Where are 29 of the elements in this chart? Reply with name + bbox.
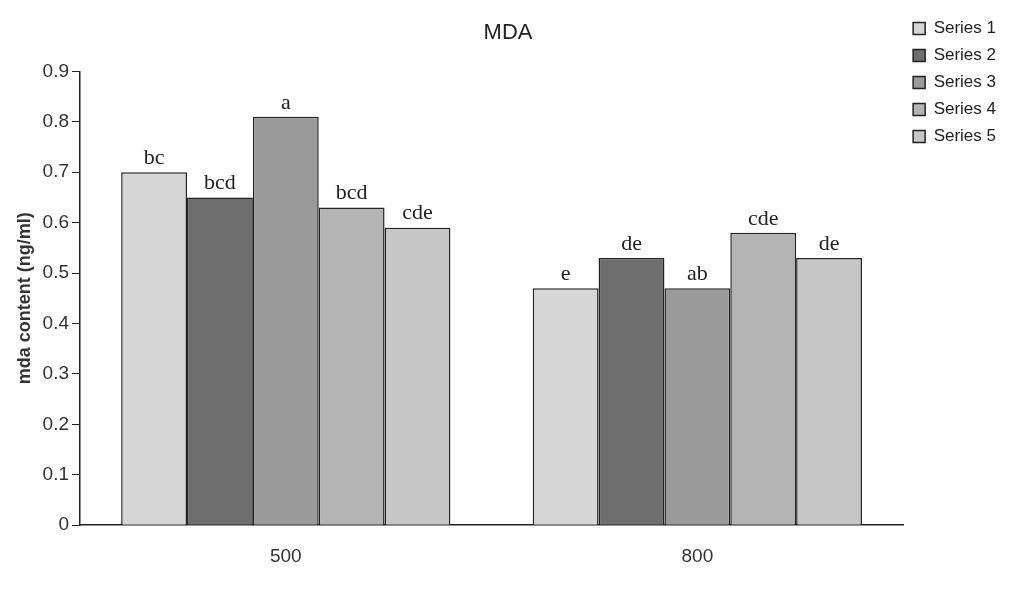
y-tick-label: 0.3 (42, 362, 70, 384)
data-label: de (621, 229, 642, 255)
y-tick-label: 0.4 (42, 311, 70, 333)
y-tick-label: 0.6 (42, 210, 70, 232)
data-label: bcd (335, 179, 368, 205)
legend-label: Series 3 (933, 72, 997, 92)
data-label: cde (402, 199, 433, 225)
x-tick-label: 500 (269, 544, 302, 566)
y-tick-label: 0.7 (42, 160, 70, 182)
y-tick-label: 0.1 (42, 463, 70, 485)
data-label: ab (686, 260, 708, 285)
x-tick-label: 800 (681, 544, 714, 566)
y-tick-label: 0.8 (42, 110, 70, 132)
y-tick-label: 0.9 (42, 59, 70, 81)
data-label: e (560, 260, 571, 285)
data-label: a (280, 88, 291, 114)
y-axis-title: mda content (ng/ml) (13, 212, 34, 385)
y-tick-label: 0 (58, 513, 70, 535)
legend-label: Series 1 (933, 18, 997, 38)
data-label: bc (143, 144, 165, 170)
data-label: de (818, 229, 840, 255)
y-tick-label: 0.2 (42, 412, 70, 434)
chart-title: MDA (483, 19, 533, 45)
legend-label: Series 5 (933, 126, 997, 146)
legend-label: Series 2 (933, 45, 997, 65)
data-label: bcd (204, 169, 236, 195)
data-label: cde (747, 204, 779, 230)
legend-label: Series 4 (933, 99, 997, 119)
y-tick-label: 0.5 (42, 261, 70, 283)
